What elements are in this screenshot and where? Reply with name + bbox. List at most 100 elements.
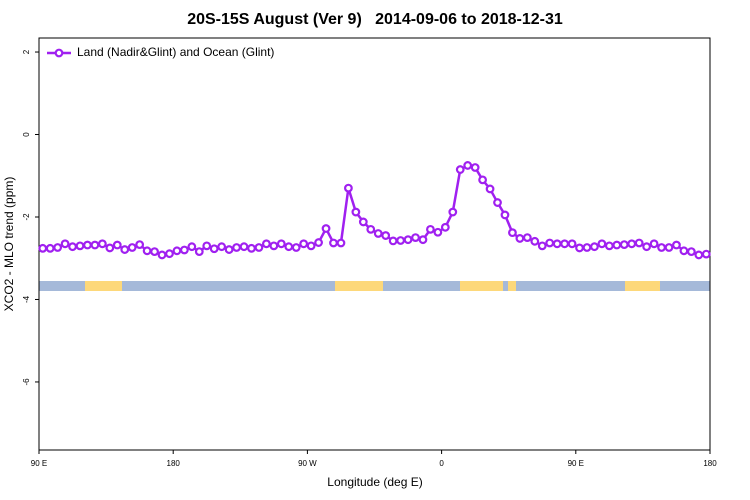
data-point [403,235,413,245]
data-point [582,243,592,252]
data-point [426,224,435,234]
y-tick-label: -4 [22,295,31,303]
data-point [388,236,398,246]
data-point [60,239,70,249]
data-point [396,236,405,245]
land-segment [625,281,660,291]
data-point [329,238,338,248]
data-point [112,240,122,250]
data-point [411,233,420,243]
data-point [68,242,77,252]
data-point [657,243,666,252]
data-point [537,241,547,251]
data-point [165,249,174,259]
data-point [105,243,115,253]
data-point [508,228,517,238]
data-point [217,242,227,252]
data-point [649,239,659,249]
data-point [291,243,301,252]
land-segment [335,281,383,291]
data-point [373,229,383,238]
x-tick-label: 180 [167,459,181,468]
data-point [493,198,502,207]
x-tick-label: 180 [703,459,717,468]
data-point [157,250,167,260]
y-axis-label: XCO2 - MLO trend (ppm) [2,177,16,312]
data-point [530,236,540,246]
data-point [314,238,323,247]
data-point [440,222,450,232]
y-tick-label: -2 [22,213,31,221]
data-point [604,241,614,251]
data-point [344,183,353,193]
data-point [478,175,488,185]
data-point [83,240,92,250]
data-point [485,184,495,194]
land-segment [460,281,503,291]
data-point [686,247,696,257]
data-point [694,250,704,260]
data-point [470,163,480,172]
data-point [232,243,241,252]
data-point [381,231,391,240]
data-point [358,217,368,227]
data-point [120,245,130,254]
data-point [552,239,562,249]
data-point [142,246,152,256]
data-point [53,243,63,252]
data-point [135,240,145,250]
chart-title: 20S-15S August (Ver 9) 2014-09-06 to 201… [187,11,563,28]
x-tick-label: 90 W [298,459,317,468]
data-point [448,207,458,217]
data-point [97,239,107,249]
data-point [418,235,428,245]
data-point [545,238,555,248]
data-point [269,241,279,251]
data-point [194,247,204,257]
data-point [172,246,182,256]
x-axis-label: Longitude (deg E) [327,475,422,489]
data-point [634,238,644,248]
data-point [299,239,309,249]
data-point [522,233,532,243]
data-point [224,245,234,254]
data-point [433,227,443,237]
data-point [75,241,85,251]
data-point [336,238,346,248]
legend-marker [54,48,64,58]
data-point [619,240,629,250]
y-tick-label: -6 [22,378,31,386]
x-tick-label: 90 E [31,459,47,468]
data-point [455,165,465,174]
data-point [127,243,137,252]
land-ocean-mask [39,281,710,291]
land-segment [508,281,516,291]
data-point [202,241,212,251]
data-point [597,239,607,249]
x-tick-label: 0 [439,459,444,468]
data-point [612,240,622,250]
data-point [306,241,316,251]
data-point [254,243,264,252]
data-point [284,242,294,252]
data-point [642,242,652,252]
data-point [321,224,331,233]
data-point [664,243,674,252]
land-segment [85,281,122,291]
plot-frame [38,37,711,451]
data-point [590,242,599,252]
legend-label: Land (Nadir&Glint) and Ocean (Glint) [77,45,274,59]
data-point [679,246,689,256]
data-point [575,243,584,253]
data-point [276,239,286,249]
data-point [366,224,376,234]
data-point [209,244,219,254]
y-tick-label: 0 [22,132,31,137]
data-point [261,239,271,249]
data-point [463,161,473,170]
data-point [351,207,361,217]
data-point [560,239,570,249]
data-point [150,247,159,257]
y-tick-label: 2 [22,49,31,54]
